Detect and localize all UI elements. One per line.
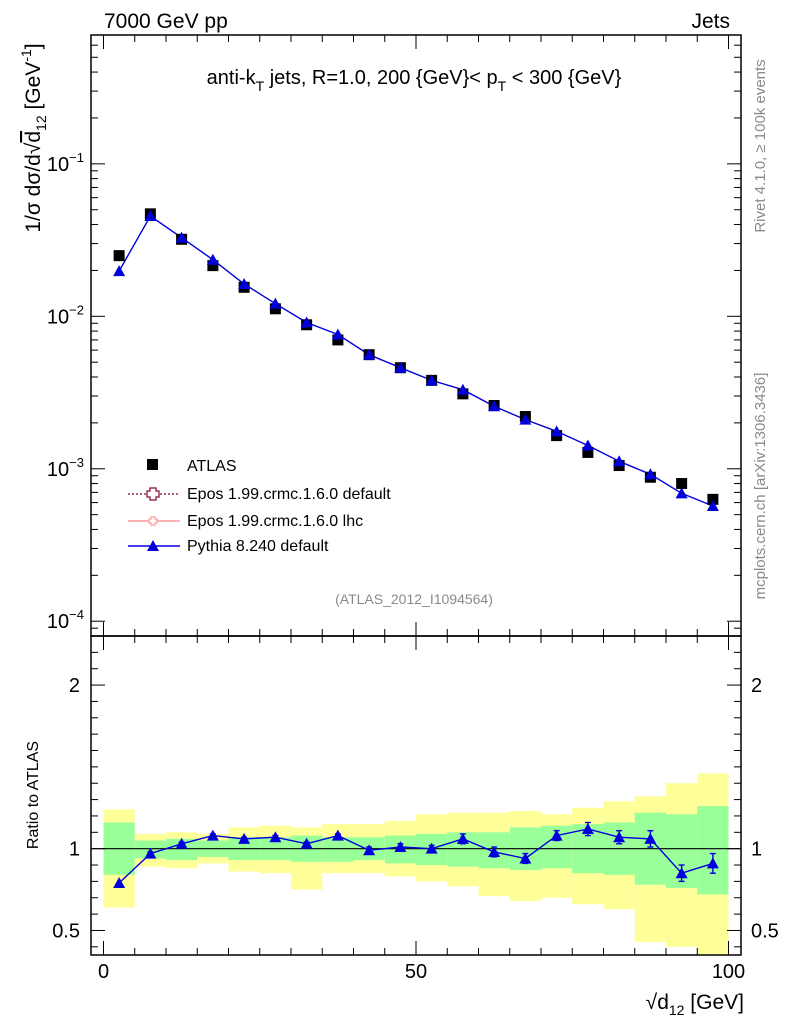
legend-entry-atlas: ATLAS [147, 458, 237, 475]
pythia-point-10 [425, 374, 438, 386]
header-energy-label: 7000 GeV pp [104, 10, 228, 33]
ratio-y-tick-label-left-2: 2 [69, 675, 80, 697]
pythia-point-18 [675, 487, 688, 499]
legend-epos-lhc-marker [148, 516, 158, 526]
x-tick-label-1: 50 [405, 961, 427, 983]
main-y-tick-label-0: 10−1 [47, 150, 84, 176]
header-process-label: Jets [691, 10, 730, 33]
main-title: anti-kT jets, R=1.0, 200 {GeV}< pT < 300… [207, 67, 622, 94]
ratio-pythia-point-12 [488, 845, 501, 857]
ratio-pythia-point-10 [425, 842, 438, 854]
pythia-point-4 [238, 277, 251, 289]
ratio-pythia-point-13 [519, 852, 532, 864]
tick-labels-group: 0 50 100 10−1 10−2 10−3 10−4 0.5 0.5 1 1 2 2 [47, 150, 779, 983]
pythia-point-13 [519, 413, 532, 425]
x-axis-label: √d12 [GeV] [646, 991, 744, 1018]
ratio-band-green-2 [166, 838, 198, 861]
ratio-pythia-point-19 [706, 857, 719, 869]
legend-atlas-marker [147, 459, 158, 470]
ratio-pythia-point-2 [175, 837, 188, 849]
atlas-point-7 [332, 334, 344, 346]
ratio-pythia-point-5 [269, 831, 282, 843]
ratio-uncertainty-bands [103, 773, 729, 955]
ratio-y-tick-label-left-0: 0.5 [52, 920, 80, 942]
pythia-point-3 [206, 253, 219, 265]
atlas-point-19 [707, 493, 719, 505]
pythia-point-12 [488, 400, 501, 412]
pythia-point-19 [706, 499, 719, 511]
ratio-pythia-line [118, 828, 714, 884]
pythia-point-8 [363, 348, 376, 360]
svg-text:1/σ dσ/d√d12 [GeV-1]: 1/σ dσ/d√d12 [GeV-1] [18, 43, 49, 232]
ratio-pythia-point-11 [456, 832, 469, 844]
main-series-group [113, 208, 719, 511]
legend-entry-epos-lhc: Epos 1.99.crmc.1.6.0 lhc [128, 513, 363, 530]
ratio-pythia-point-8 [363, 844, 376, 856]
pythia-point-16 [613, 455, 626, 467]
legend-pythia-label: Pythia 8.240 default [187, 538, 329, 555]
ratio-pythia-point-7 [331, 829, 344, 841]
side-label-rivet: Rivet 4.1.0, ≥ 100k events [752, 59, 769, 232]
ratio-band-green-7 [322, 837, 354, 862]
ratio-pythia-point-15 [581, 823, 594, 835]
x-tick-label-0: 0 [98, 961, 109, 983]
ticks-group [91, 35, 741, 955]
main-y-tick-label-3: 10−4 [47, 607, 84, 633]
ratio-pythia-point-6 [300, 837, 313, 849]
ratio-y-tick-label-right-2: 2 [751, 675, 762, 697]
ratio-pythia-point-9 [394, 841, 407, 853]
ratio-pythia-point-17 [644, 832, 657, 844]
ratio-series-group [113, 821, 719, 889]
ratio-pythia-point-18 [675, 867, 688, 879]
ratio-pythia-point-14 [550, 829, 563, 841]
side-label-mcplots: mcplots.cern.ch [arXiv:1306.3436] [752, 373, 769, 600]
pythia-point-5 [269, 297, 282, 309]
ratio-pythia-point-1 [144, 847, 157, 859]
atlas-point-3 [207, 260, 219, 272]
pythia-point-6 [300, 316, 313, 328]
ratio-pythia-point-0 [113, 877, 126, 889]
legend-entry-pythia: Pythia 8.240 default [128, 538, 329, 555]
pythia-point-7 [331, 328, 344, 340]
analysis-id-watermark: (ATLAS_2012_I1094564) [335, 591, 493, 607]
main-y-axis-label: 1/σ dσ/d√d12 [GeV-1] [18, 43, 49, 232]
atlas-point-15 [582, 446, 594, 458]
x-tick-label-2: 100 [712, 961, 745, 983]
ratio-band-green-19 [697, 806, 729, 895]
pythia-point-0 [113, 265, 126, 277]
ratio-y-axis-label: Ratio to ATLAS [25, 741, 42, 849]
legend-epos-default-marker [146, 487, 160, 501]
legend-pythia-marker [147, 540, 159, 551]
atlas-point-18 [676, 478, 688, 490]
pythia-point-15 [581, 439, 594, 451]
pythia-point-1 [144, 209, 157, 221]
ratio-y-tick-label-left-1: 1 [69, 839, 80, 861]
legend-epos-lhc-label: Epos 1.99.crmc.1.6.0 lhc [187, 513, 363, 530]
pythia-point-11 [456, 383, 469, 395]
pythia-point-14 [550, 425, 563, 437]
legend: ATLAS Epos 1.99.crmc.1.6.0 default Epos … [128, 458, 391, 555]
ratio-pythia-point-16 [613, 831, 626, 843]
main-y-tick-label-2: 10−3 [47, 455, 84, 481]
atlas-point-5 [269, 303, 281, 315]
ratio-y-tick-label-right-1: 1 [751, 839, 762, 861]
pythia-point-17 [644, 468, 657, 480]
main-y-tick-label-1: 10−2 [47, 302, 84, 328]
pythia-point-2 [175, 231, 188, 243]
ratio-y-tick-label-right-0: 0.5 [751, 920, 779, 942]
legend-epos-default-label: Epos 1.99.crmc.1.6.0 default [187, 486, 391, 503]
atlas-point-0 [113, 250, 125, 262]
legend-entry-epos-default: Epos 1.99.crmc.1.6.0 default [128, 486, 391, 503]
legend-atlas-label: ATLAS [187, 458, 237, 475]
ratio-pythia-point-4 [238, 832, 251, 844]
ratio-pythia-point-3 [206, 829, 219, 841]
pythia-point-9 [394, 361, 407, 373]
